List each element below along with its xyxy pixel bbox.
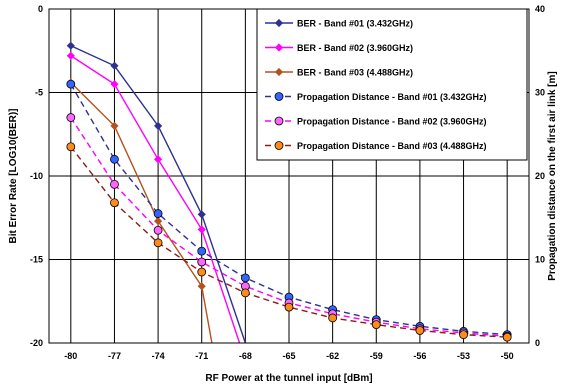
legend-marker-4 — [274, 92, 284, 101]
tick-labels: -80 -77 -74 -71 -68 -65 -62 -59 -56 -53 -50 0 -5 -10 -… — [30, 4, 545, 361]
data-point — [415, 326, 425, 335]
data-point — [197, 225, 206, 234]
legend-marker-2 — [274, 43, 284, 52]
y-tick-label: -5 — [35, 88, 43, 98]
data-point — [153, 225, 163, 235]
data-point — [110, 198, 119, 208]
legend-marker-5 — [274, 116, 284, 126]
data-point — [154, 121, 163, 130]
data-point — [154, 217, 163, 226]
x-tick-label: -74 — [152, 351, 165, 361]
legend-marker-3 — [274, 67, 284, 77]
legend-label-4: Propagation Distance - Band #01 (3.432GH… — [297, 92, 487, 102]
data-point — [197, 282, 206, 291]
y2-axis-label: Propagation distance on the first air li… — [547, 71, 558, 280]
y2-tick-label: 20 — [535, 171, 545, 181]
data-point — [66, 41, 75, 50]
data-point — [197, 267, 207, 277]
legend-marker-1 — [274, 18, 284, 28]
series-layer — [66, 41, 512, 343]
data-point — [110, 154, 119, 164]
x-axis-label: RF Power at the tunnel input [dBm] — [205, 373, 372, 384]
data-point — [459, 330, 468, 340]
legend: BER - Band #01 (3.432GHz) BER - Band #02 … — [256, 8, 528, 161]
legend-marker-6 — [274, 141, 284, 150]
data-point — [66, 142, 76, 152]
legend-label-5: Propagation Distance - Band #02 (3.960GH… — [297, 117, 487, 127]
legend-box — [256, 8, 528, 161]
data-point — [197, 210, 206, 219]
x-tick-label: -53 — [457, 351, 470, 361]
x-tick-label: -80 — [64, 351, 77, 361]
x-tick-label: -71 — [195, 351, 208, 361]
y2-tick-label: 0 — [535, 338, 540, 348]
data-point — [328, 313, 338, 323]
x-tick-label: -50 — [501, 351, 514, 361]
x-tick-label: -59 — [370, 351, 383, 361]
data-point — [371, 320, 381, 330]
y2-tick-label: 10 — [535, 255, 545, 265]
series-6 — [66, 142, 512, 342]
legend-label-3: BER - Band #03 (4.488GHz) — [297, 68, 413, 78]
y-tick-label: -20 — [30, 338, 43, 348]
data-point — [197, 257, 207, 267]
data-point — [110, 80, 119, 89]
data-point — [66, 79, 76, 89]
data-point — [110, 121, 119, 130]
data-point — [66, 51, 75, 60]
x-tick-label: -65 — [282, 351, 295, 361]
data-point — [153, 238, 163, 248]
series-2 — [66, 51, 241, 343]
data-point — [66, 113, 76, 122]
data-point — [502, 332, 512, 342]
x-tick-label: -68 — [239, 351, 252, 361]
data-point — [153, 209, 163, 218]
data-point — [240, 273, 250, 283]
legend-label-1: BER - Band #01 (3.432GHz) — [297, 19, 413, 29]
data-point — [110, 61, 119, 70]
data-point — [240, 288, 250, 298]
y-tick-label: -15 — [30, 255, 43, 265]
data-point — [110, 179, 119, 189]
x-tick-label: -77 — [108, 351, 121, 361]
legend-label-6: Propagation Distance - Band #03 (4.488GH… — [297, 141, 487, 151]
legend-label-2: BER - Band #02 (3.960GHz) — [297, 43, 413, 53]
y-tick-label: -10 — [30, 171, 43, 181]
series-line-6 — [70, 146, 508, 338]
x-tick-label: -62 — [326, 351, 339, 361]
x-tick-label: -56 — [413, 351, 426, 361]
data-point — [154, 155, 163, 164]
data-point — [284, 302, 294, 312]
series-1 — [66, 41, 247, 343]
y2-tick-label: 40 — [535, 4, 545, 14]
y-tick-label: 0 — [38, 4, 43, 14]
y-axis-label: Bit Error Rate [LOG10(BER)] — [8, 108, 19, 243]
data-point — [197, 246, 207, 256]
y2-tick-label: 30 — [535, 88, 545, 98]
